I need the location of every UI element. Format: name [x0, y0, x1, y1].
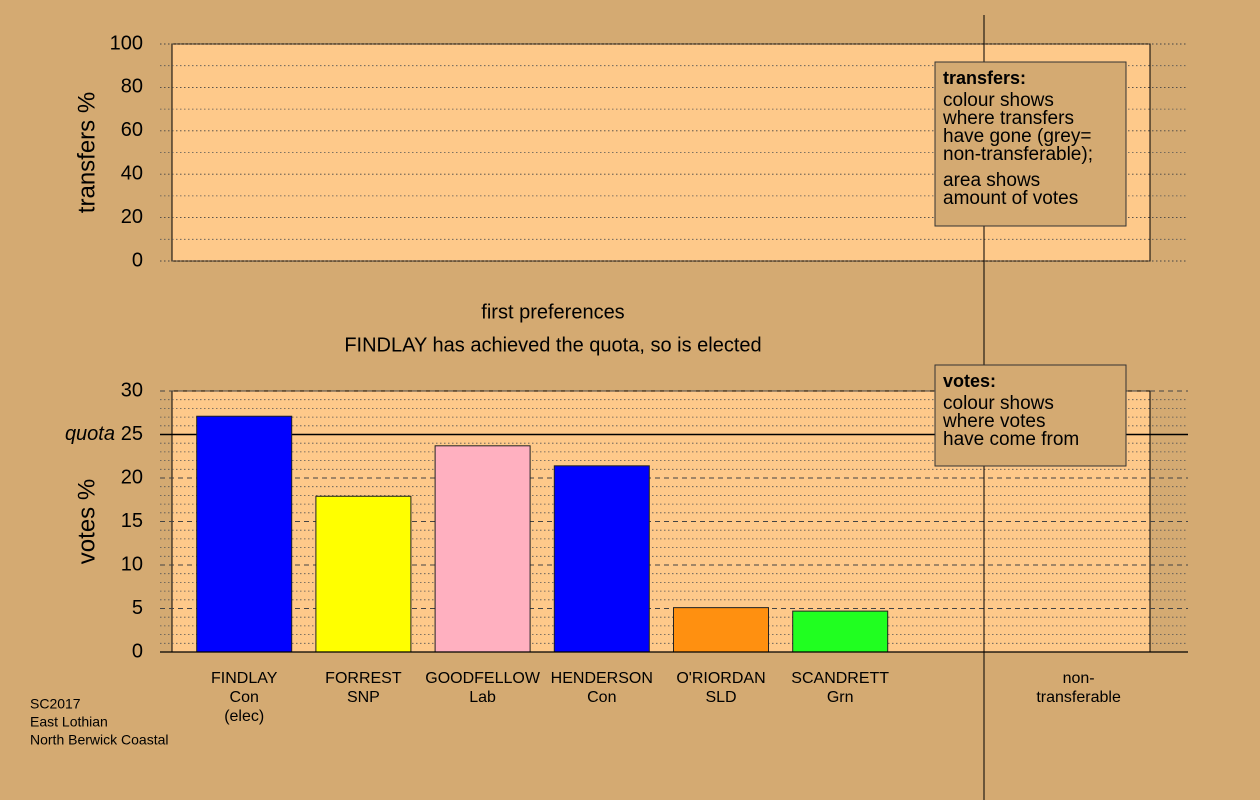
x-tick-label: FINDLAY: [211, 670, 278, 687]
y-tick-label: 80: [121, 76, 143, 98]
x-tick-label: Con: [230, 689, 259, 706]
legend-text: have come from: [943, 429, 1079, 450]
y-tick-label: 20: [121, 466, 143, 488]
legend-box: [934, 364, 1127, 467]
y-tick-label: 10: [121, 553, 143, 575]
footer-text: North Berwick Coastal: [30, 732, 169, 748]
y-tick-label: 20: [121, 206, 143, 228]
y-tick-label: 5: [132, 597, 143, 619]
quota-label: quota: [65, 423, 115, 445]
y-tick-label: 100: [110, 32, 143, 54]
bar: [315, 495, 412, 653]
footer-text: East Lothian: [30, 714, 108, 730]
y-axis-label: transfers %: [73, 92, 100, 213]
legend-title: transfers:: [943, 68, 1026, 88]
x-tick-label: non-: [1063, 670, 1095, 687]
x-tick-label: SCANDRETT: [791, 670, 889, 687]
y-tick-label: 40: [121, 162, 143, 184]
x-tick-label: HENDERSON: [551, 670, 653, 687]
legend-box: [934, 61, 1127, 227]
legend-text: non-transferable);: [943, 144, 1093, 165]
footer-text: SC2017: [30, 696, 81, 712]
chart-title: first preferences: [481, 301, 624, 323]
chart-subtitle: FINDLAY has achieved the quota, so is el…: [344, 334, 761, 356]
bar: [673, 607, 769, 653]
legend-text: amount of votes: [943, 188, 1078, 209]
x-tick-label: transferable: [1036, 689, 1121, 706]
x-tick-label: SNP: [347, 689, 380, 706]
legend-text: where votes: [942, 411, 1045, 432]
y-axis-label: votes %: [73, 479, 100, 564]
y-tick-label: 25: [121, 423, 143, 445]
legend-text: colour shows: [943, 393, 1054, 414]
x-tick-label: Con: [587, 689, 616, 706]
legend-title: votes:: [943, 371, 996, 391]
y-tick-label: 15: [121, 510, 143, 532]
x-tick-label: GOODFELLOW: [425, 670, 541, 687]
legend-text: where transfers: [942, 108, 1074, 129]
y-tick-label: 60: [121, 119, 143, 141]
legend-text: area shows: [943, 170, 1040, 191]
x-tick-label: O'RIORDAN: [676, 670, 765, 687]
bar: [434, 445, 531, 653]
legend-text: have gone (grey=: [943, 126, 1091, 147]
bar: [553, 465, 650, 653]
x-tick-label: (elec): [224, 708, 264, 725]
x-tick-label: SLD: [705, 689, 736, 706]
x-tick-label: Lab: [469, 689, 496, 706]
y-tick-label: 0: [132, 640, 143, 662]
x-tick-label: FORREST: [325, 670, 402, 687]
bar: [792, 610, 889, 653]
y-tick-label: 0: [132, 249, 143, 271]
x-tick-label: Grn: [827, 689, 854, 706]
legend-text: colour shows: [943, 90, 1054, 111]
y-tick-label: 30: [121, 379, 143, 401]
bar: [196, 415, 293, 653]
footer: SC2017 East Lothian North Berwick Coastal: [30, 696, 169, 748]
